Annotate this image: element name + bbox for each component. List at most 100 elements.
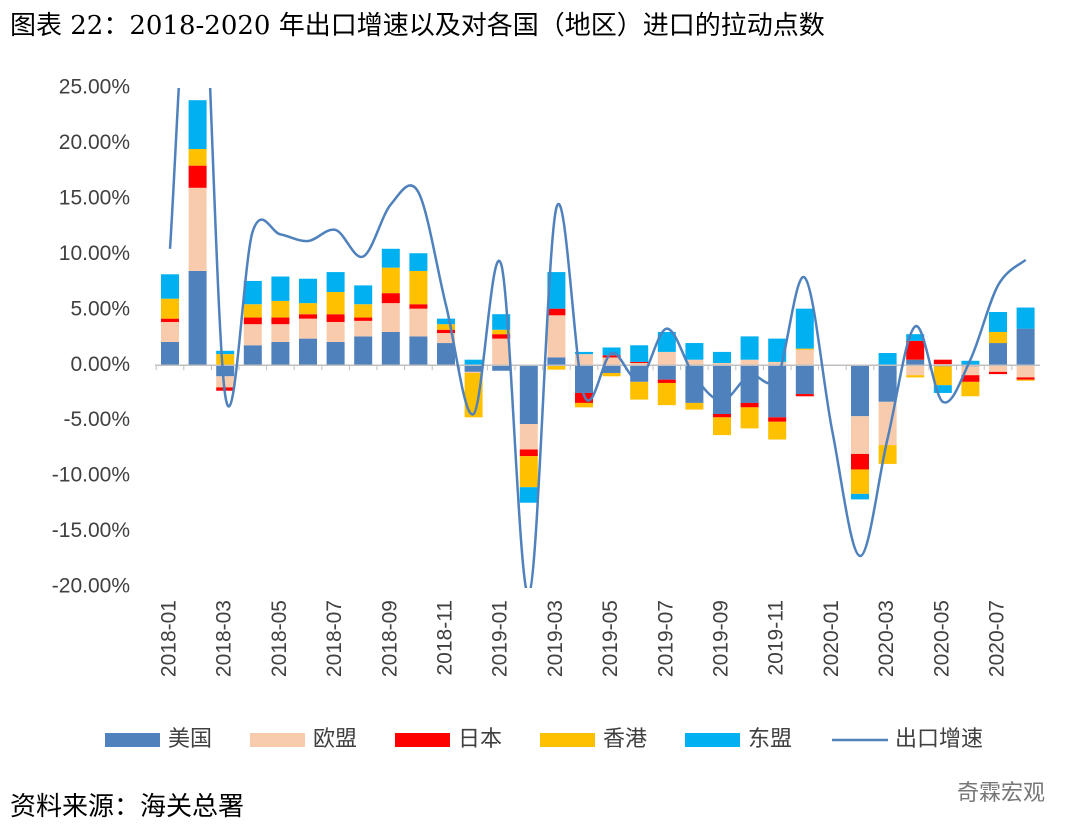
bar-segment (961, 375, 980, 382)
bar-segment (216, 350, 235, 355)
bar-segment (906, 365, 925, 376)
bar-segment (354, 320, 373, 337)
bar-segment (326, 272, 345, 293)
bar-segment (409, 304, 428, 309)
bar-segment (961, 360, 980, 366)
bar-segment (575, 351, 593, 355)
bar-segment (851, 493, 869, 500)
x-tick-label: 2018-03 (213, 600, 236, 677)
legend-label: 东盟 (748, 727, 792, 752)
bar-segment (409, 308, 428, 337)
bar-segment (381, 248, 400, 268)
bar-segment (630, 361, 649, 364)
bar-segment (740, 402, 759, 408)
bar-segment (299, 318, 317, 339)
legend-label: 欧盟 (313, 727, 357, 752)
bar-segment (740, 336, 759, 360)
bar-segment (989, 371, 1007, 375)
bar-segment (161, 274, 179, 299)
bar-segment (685, 359, 704, 366)
bar-segment (878, 353, 897, 366)
bar-segment (437, 343, 455, 366)
source-note: 资料来源：海关总署 (10, 792, 244, 822)
bar-segment (547, 308, 566, 316)
y-tick-label: 15.00% (59, 186, 130, 209)
bar-segment (933, 359, 952, 365)
line-series (168, 88, 1027, 588)
bar-segment (740, 365, 759, 403)
bar-segment (547, 365, 566, 370)
bar-segment (906, 334, 925, 341)
legend-swatch (540, 733, 595, 747)
bar-segment (575, 402, 593, 408)
bar-segment (299, 278, 317, 304)
bar-segment (464, 359, 483, 366)
x-tick-label: 2019-11 (765, 600, 788, 676)
bar-segment (519, 423, 538, 450)
bar-segment (519, 449, 538, 457)
bar-segment (354, 336, 373, 366)
legend-label: 香港 (603, 727, 647, 752)
x-tick-label: 2019-03 (544, 600, 567, 677)
bar-segment (437, 324, 455, 330)
x-tick-label: 2019-01 (489, 600, 512, 677)
bar-segment (161, 341, 179, 366)
bar-segment (381, 293, 400, 304)
bar-segment (464, 365, 483, 372)
bar-segment (602, 355, 621, 358)
bar-segment (326, 314, 345, 322)
bar-segment (989, 331, 1007, 344)
bar-segment (1016, 328, 1035, 366)
x-tick-label: 2018-09 (378, 600, 401, 677)
bar-segment (547, 272, 566, 309)
bar-segment (713, 365, 731, 415)
x-tick-label: 2018-07 (323, 600, 346, 677)
bar-segment (188, 165, 207, 188)
x-tick-label: 2020-03 (875, 600, 898, 677)
bar-segment (851, 469, 869, 494)
legend-label: 美国 (168, 727, 212, 752)
bar-segment (768, 338, 787, 362)
chart-title: 图表 22：2018-2020 年出口增速以及对各国（地区）进口的拉动点数 (10, 11, 825, 41)
bar-segment (768, 421, 787, 440)
bar-segment (519, 365, 538, 424)
bar-segment (961, 381, 980, 397)
bar-segment (492, 329, 511, 335)
legend-swatch (105, 733, 160, 747)
bar-segment (271, 324, 290, 342)
bar-segment (768, 417, 787, 422)
bar-segment (188, 187, 207, 271)
bar-segment (519, 487, 538, 503)
bar-segment (713, 351, 731, 364)
bar-segment (519, 456, 538, 488)
bar-segment (906, 375, 925, 378)
bar-segment (354, 285, 373, 305)
watermark: 奇霖宏观 (957, 780, 1045, 805)
y-tick-label: 10.00% (59, 242, 130, 265)
bar-segment (243, 324, 262, 346)
bar-segment (354, 317, 373, 321)
x-tick-label: 2019-07 (654, 600, 677, 677)
bar-segment (1016, 307, 1035, 329)
x-tick-label: 2018-05 (268, 600, 291, 677)
bar-segment (547, 357, 566, 366)
bar-segment (437, 333, 455, 344)
bar-segment (768, 361, 787, 366)
bar-segment (795, 308, 814, 349)
bar-segment (657, 379, 676, 383)
bar-segment (602, 372, 621, 377)
x-tick-label: 2020-01 (820, 600, 843, 677)
bar-segment (878, 365, 897, 402)
bar-segment (243, 317, 262, 325)
bar-segment (685, 343, 704, 360)
bar-segment (989, 343, 1007, 366)
bar-segment (161, 321, 179, 342)
bar-segment (492, 314, 511, 330)
bar-segment (299, 314, 317, 319)
bar-segment (243, 304, 262, 318)
bar-segment (713, 417, 731, 436)
bar-segment (326, 341, 345, 366)
bar-segment (713, 414, 731, 418)
bar-segment (657, 382, 676, 406)
x-tick-label: 2019-09 (710, 600, 733, 677)
